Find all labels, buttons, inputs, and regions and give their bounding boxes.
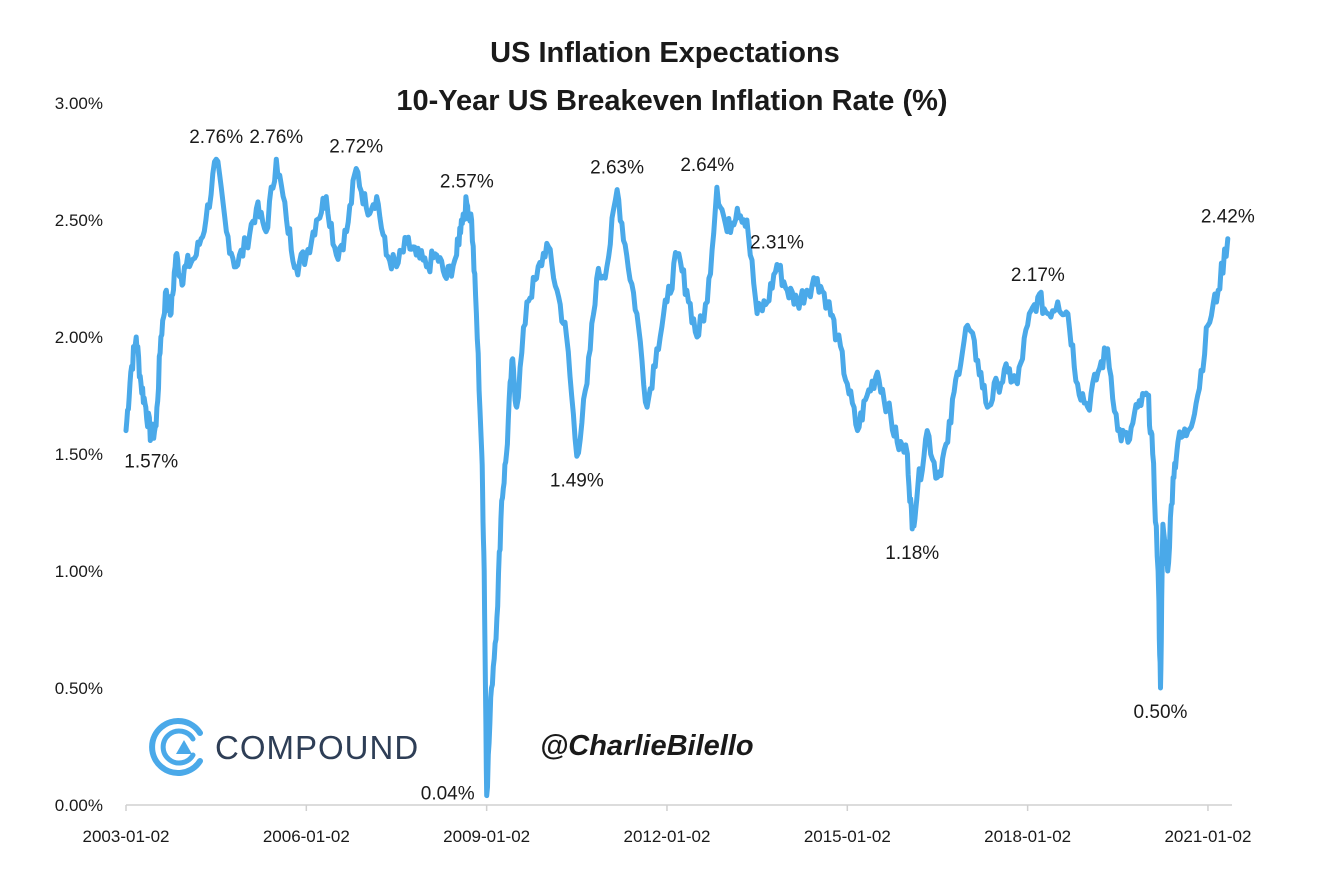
annotations: 1.57% 2.76% 2.76% 2.72% 2.57% 0.04% 1.49% 2.63%…	[124, 127, 1255, 804]
data-label: 2.42%	[1201, 207, 1255, 228]
data-label: 1.49%	[550, 470, 604, 491]
data-label: 2.76%	[189, 127, 243, 148]
y-tick-label: 3.00%	[55, 94, 103, 113]
x-tick-label: 2015-01-02	[804, 827, 891, 846]
y-axis: 0.00% 0.50% 1.00% 1.50% 2.00% 2.50% 3.00%	[55, 94, 103, 815]
data-label: 0.04%	[421, 784, 475, 805]
x-tick-label: 2006-01-02	[263, 827, 350, 846]
y-tick-label: 0.00%	[55, 796, 103, 815]
x-axis: 2003-01-02 2006-01-02 2009-01-02 2012-01-02…	[83, 805, 1251, 846]
data-label: 2.63%	[590, 158, 644, 179]
data-label: 1.57%	[124, 452, 178, 473]
data-label: 2.31%	[750, 232, 804, 253]
x-tick-label: 2003-01-02	[83, 827, 170, 846]
data-label: 2.72%	[329, 137, 383, 158]
x-tick-label: 2012-01-02	[623, 827, 710, 846]
y-tick-label: 0.50%	[55, 679, 103, 698]
x-tick-label: 2009-01-02	[443, 827, 530, 846]
compound-c-icon	[149, 718, 203, 776]
compound-logo-text: COMPOUND	[215, 729, 419, 766]
data-label: 0.50%	[1134, 702, 1188, 723]
series-layer	[123, 156, 1231, 799]
x-tick-label: 2021-01-02	[1164, 827, 1251, 846]
data-label: 2.57%	[440, 172, 494, 193]
x-tick-label: 2018-01-02	[984, 827, 1071, 846]
y-tick-label: 1.50%	[55, 445, 103, 464]
author-handle: @CharlieBilello	[540, 730, 754, 762]
series-line	[123, 156, 1231, 799]
y-tick-label: 1.00%	[55, 562, 103, 581]
chart-subtitle: 10-Year US Breakeven Inflation Rate (%)	[396, 85, 947, 117]
data-label: 1.18%	[885, 543, 939, 564]
compound-logo: COMPOUND	[149, 718, 419, 776]
y-tick-label: 2.00%	[55, 328, 103, 347]
y-tick-label: 2.50%	[55, 211, 103, 230]
data-label: 2.76%	[249, 127, 303, 148]
chart-title: US Inflation Expectations	[490, 37, 840, 69]
data-label: 2.64%	[680, 155, 734, 176]
data-label: 2.17%	[1011, 265, 1065, 286]
